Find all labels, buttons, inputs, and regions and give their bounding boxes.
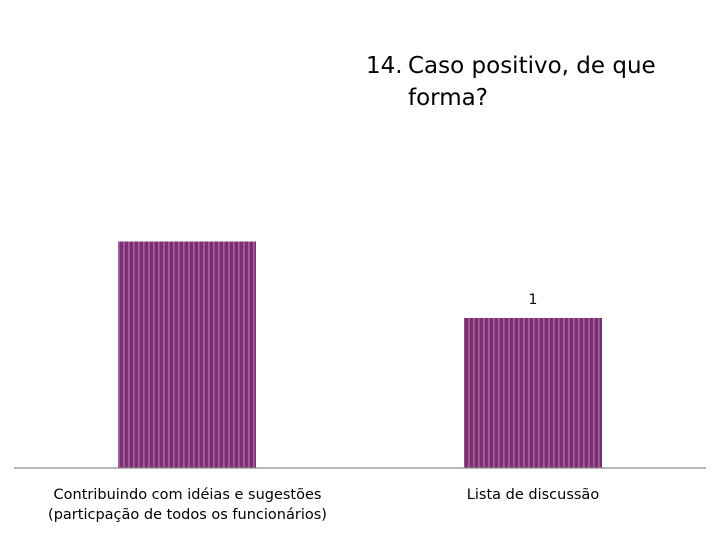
chart-title-number: 14. — [366, 53, 403, 79]
x-tick-label-2: Lista de discussão — [466, 487, 600, 503]
chart-title-text: Caso positivo, de que forma? — [408, 53, 656, 111]
x-tick-label-1: Contribuindo com idéias e sugestões (par… — [48, 487, 327, 523]
data-label-2: 1 — [529, 292, 538, 308]
bar-1 — [118, 241, 256, 468]
bar-2 — [464, 318, 602, 468]
